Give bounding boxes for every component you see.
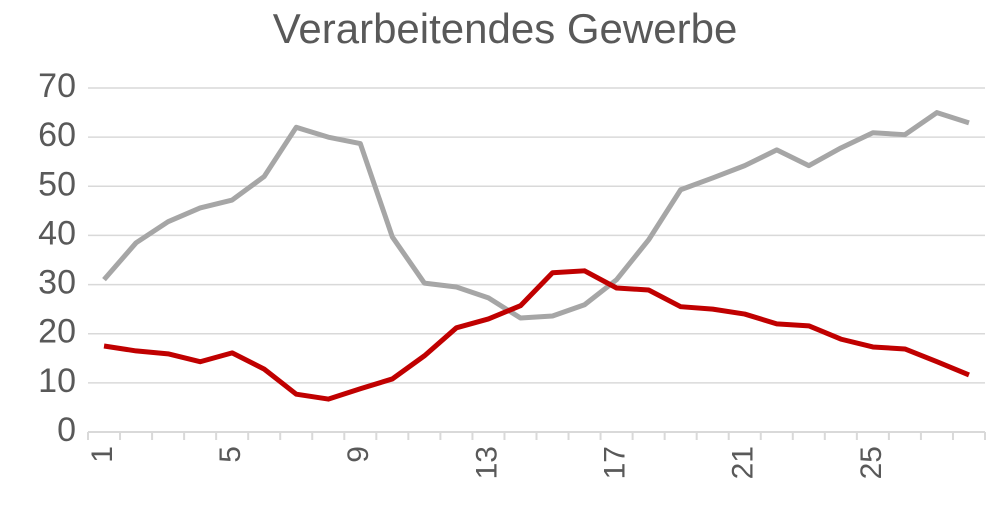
y-tick-label: 50 [38, 165, 76, 203]
x-tick-label: 21 [727, 446, 760, 479]
x-tick-label: 17 [599, 446, 632, 479]
x-tick-label: 13 [470, 446, 503, 479]
chart-title: Verarbeitendes Gewerbe [273, 5, 738, 52]
x-tick-label: 9 [342, 446, 375, 463]
y-tick-label: 30 [38, 264, 76, 302]
y-tick-label: 60 [38, 116, 76, 154]
line-series [102, 110, 970, 321]
line-series [103, 268, 970, 402]
y-tick-label: 20 [38, 313, 76, 351]
y-tick-label: 10 [38, 362, 76, 400]
y-tick-label: 40 [38, 214, 76, 252]
x-tick-label: 1 [86, 446, 119, 463]
x-tick-label: 25 [855, 446, 888, 479]
x-tick-label: 5 [214, 446, 247, 463]
y-tick-label: 70 [38, 67, 76, 105]
y-tick-label: 0 [57, 411, 76, 449]
